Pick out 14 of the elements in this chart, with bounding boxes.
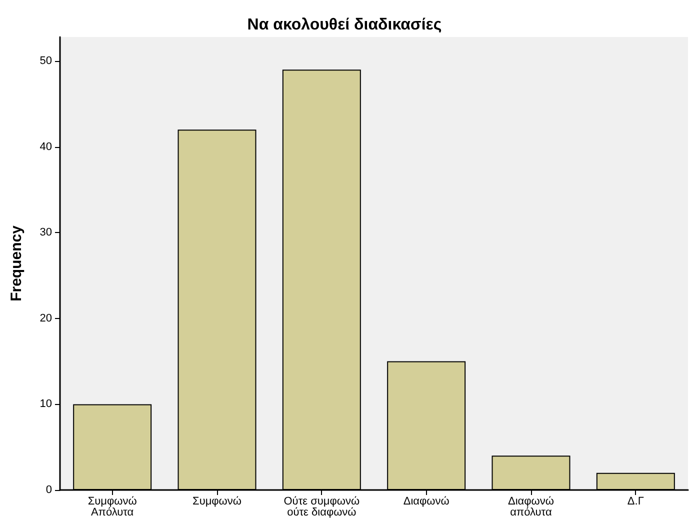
y-tick-label: 0 <box>46 484 52 496</box>
y-tick-label: 20 <box>40 312 52 324</box>
x-tick-label: Διαφωνώ απόλυτα <box>508 496 554 518</box>
y-axis-title: Frequency <box>8 224 25 302</box>
y-tick-label: 50 <box>40 55 52 68</box>
x-tick-label: Διαφωνώ <box>403 496 450 508</box>
x-tick-label: Συμφωνώ Απόλυτα <box>88 496 138 518</box>
y-tick-label: 10 <box>40 398 52 410</box>
x-tick-label: Ούτε συμφωνώ ούτε διαφωνώ <box>284 496 360 518</box>
y-tick-label: 40 <box>40 140 52 153</box>
x-tick-label: Δ.Γ <box>627 496 644 508</box>
y-tick-label: 30 <box>40 226 52 239</box>
chart-title: Να ακολουθεί διαδικασίες <box>247 16 442 34</box>
x-tick-label: Συμφωνώ <box>192 496 242 508</box>
